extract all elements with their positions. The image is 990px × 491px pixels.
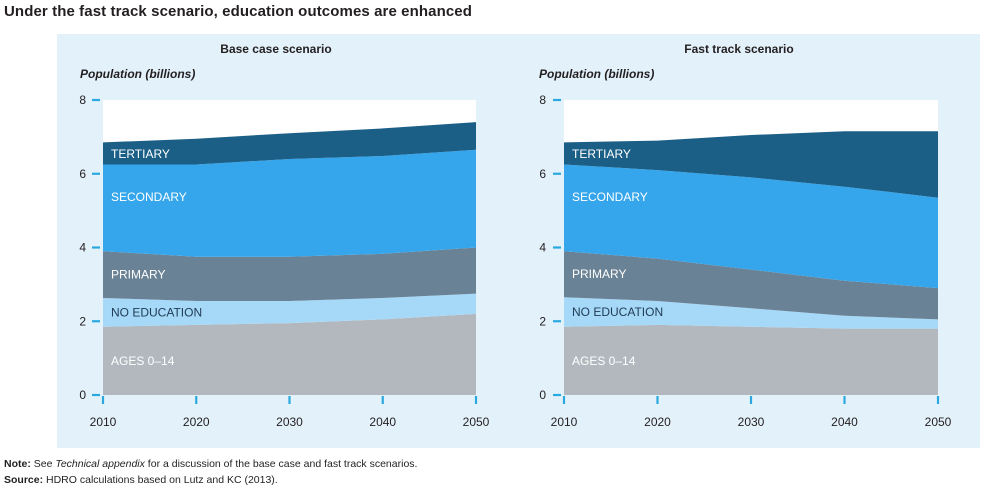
figure-source: Source: HDRO calculations based on Lutz …	[4, 474, 278, 486]
fast-area-primary	[564, 251, 938, 320]
note-text-before: See	[33, 458, 56, 470]
base-x-tick-label: 2020	[183, 415, 210, 429]
base-label-no-education: NO EDUCATION	[111, 305, 202, 319]
base-chart-title: Base case scenario	[220, 42, 331, 56]
base-area-no-education	[103, 293, 476, 327]
base-label-tertiary: TERTIARY	[111, 147, 170, 161]
fast-y-tick-label: 4	[539, 241, 546, 255]
base-y-axis-label: Population (billions)	[80, 67, 195, 81]
note-label: Note:	[4, 458, 31, 470]
base-label-primary: PRIMARY	[111, 268, 165, 282]
fast-area-tertiary	[564, 131, 938, 198]
source-text: HDRO calculations based on Lutz and KC (…	[46, 474, 278, 486]
fast-x-tick-label: 2030	[738, 415, 765, 429]
fast-label-ages: AGES 0–14	[572, 354, 636, 368]
fast-y-tick-label: 0	[539, 388, 546, 402]
base-area-primary	[103, 247, 476, 301]
fast-label-no-education: NO EDUCATION	[572, 305, 663, 319]
note-link-text: Technical appendix	[55, 458, 145, 470]
note-text-after: for a discussion of the base case and fa…	[144, 458, 418, 470]
base-y-tick-label: 4	[79, 241, 86, 255]
base-x-tick-label: 2040	[369, 415, 396, 429]
figure-title: Under the fast track scenario, education…	[4, 3, 473, 20]
base-y-tick-label: 8	[79, 93, 86, 107]
base-x-tick-label: 2050	[463, 415, 490, 429]
fast-x-tick-label: 2020	[644, 415, 671, 429]
base-area-tertiary	[103, 122, 476, 165]
fast-label-tertiary: TERTIARY	[572, 147, 631, 161]
fast-area-secondary	[564, 164, 938, 289]
base-y-tick-label: 0	[79, 388, 86, 402]
fast-y-tick-label: 6	[539, 167, 546, 181]
fast-x-tick-label: 2010	[551, 415, 578, 429]
fast-area-no-education	[564, 297, 938, 329]
base-x-tick-label: 2030	[276, 415, 303, 429]
fast-x-tick-label: 2040	[831, 415, 858, 429]
base-y-tick-label: 6	[79, 167, 86, 181]
figure-note: Note: See Technical appendix for a discu…	[4, 458, 417, 470]
fast-area-ages	[564, 324, 938, 395]
fast-label-primary: PRIMARY	[572, 267, 626, 281]
source-label: Source:	[4, 474, 44, 486]
fast-chart-title: Fast track scenario	[684, 42, 793, 56]
fast-y-axis-label: Population (billions)	[539, 67, 654, 81]
base-x-tick-label: 2010	[90, 415, 117, 429]
fast-x-tick-label: 2050	[925, 415, 952, 429]
base-y-tick-label: 2	[79, 314, 86, 328]
base-area-secondary	[103, 149, 476, 257]
base-label-secondary: SECONDARY	[111, 190, 187, 204]
base-area-ages	[103, 313, 476, 395]
fast-y-tick-label: 2	[539, 314, 546, 328]
fast-label-secondary: SECONDARY	[572, 190, 648, 204]
fast-y-tick-label: 8	[539, 93, 546, 107]
base-label-ages: AGES 0–14	[111, 354, 175, 368]
